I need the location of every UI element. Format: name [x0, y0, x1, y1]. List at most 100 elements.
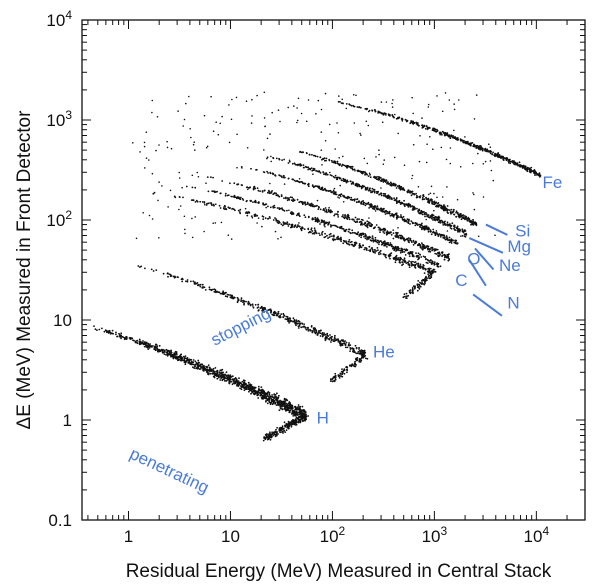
data-point — [149, 345, 152, 348]
data-point — [272, 157, 275, 160]
data-point — [279, 120, 281, 123]
data-point — [187, 362, 190, 364]
data-point — [190, 199, 193, 202]
data-point — [337, 211, 339, 213]
data-point — [201, 201, 204, 203]
data-point — [523, 165, 525, 168]
data-point — [347, 240, 350, 243]
data-point — [292, 415, 295, 417]
data-point — [182, 196, 184, 199]
data-point — [225, 208, 228, 211]
data-point — [139, 266, 141, 268]
data-point — [360, 185, 363, 188]
data-point — [242, 301, 244, 303]
data-point — [324, 92, 327, 95]
data-point — [203, 286, 206, 289]
data-point — [337, 338, 339, 341]
data-point — [212, 367, 215, 370]
data-point — [277, 310, 280, 313]
data-point — [397, 227, 399, 229]
data-point — [438, 219, 441, 222]
data-point — [367, 238, 370, 240]
annotation-label: C — [455, 271, 467, 290]
data-point — [275, 428, 277, 431]
data-point — [438, 204, 441, 207]
data-point — [248, 390, 250, 393]
data-point — [488, 143, 490, 145]
data-point — [115, 333, 117, 336]
data-point — [330, 191, 333, 193]
data-point — [192, 143, 195, 146]
data-point — [386, 246, 388, 248]
data-point — [328, 233, 331, 236]
data-point — [426, 262, 429, 264]
data-point — [299, 420, 302, 423]
data-point — [362, 232, 364, 235]
data-point — [339, 238, 342, 241]
data-point — [394, 245, 397, 248]
data-point — [358, 244, 361, 247]
data-point — [354, 244, 356, 247]
data-point — [401, 119, 404, 122]
data-point — [406, 218, 409, 221]
data-point — [232, 378, 234, 381]
data-point — [231, 208, 233, 210]
data-point — [456, 225, 459, 228]
data-point — [287, 225, 290, 227]
data-point — [458, 228, 460, 230]
data-point — [254, 386, 257, 389]
data-point — [257, 189, 260, 192]
data-point — [354, 184, 357, 187]
data-point — [389, 257, 391, 260]
data-point — [411, 288, 414, 291]
data-point — [334, 160, 337, 163]
data-point — [275, 218, 277, 221]
data-point — [509, 162, 512, 165]
data-point — [190, 280, 192, 283]
data-point — [365, 357, 367, 360]
data-point — [394, 183, 397, 186]
data-point — [196, 282, 199, 284]
data-point — [508, 160, 511, 163]
data-point — [366, 162, 369, 165]
data-point — [169, 189, 172, 192]
data-point — [198, 361, 201, 364]
data-point — [419, 267, 422, 269]
data-point — [360, 187, 363, 190]
data-point — [425, 275, 427, 278]
data-point — [389, 198, 391, 200]
data-point — [213, 376, 216, 379]
data-point — [256, 222, 258, 224]
data-point — [415, 222, 418, 225]
data-point — [437, 251, 439, 254]
data-point — [371, 223, 374, 226]
data-point — [367, 124, 370, 127]
data-point — [449, 162, 452, 165]
data-point — [427, 275, 430, 278]
data-point — [194, 149, 196, 151]
data-point — [328, 221, 331, 224]
data-point — [358, 235, 361, 237]
data-point — [363, 223, 365, 226]
data-point — [412, 260, 414, 263]
data-point — [235, 378, 238, 380]
data-point — [362, 354, 365, 357]
data-point — [315, 169, 318, 172]
data-point — [180, 278, 183, 281]
data-point — [286, 399, 289, 402]
data-point — [232, 195, 234, 198]
data-point — [432, 228, 435, 231]
data-point — [361, 186, 364, 189]
y-tick-label: 1 — [63, 411, 72, 430]
data-point — [413, 241, 415, 243]
data-point — [219, 207, 222, 209]
data-point — [397, 236, 400, 239]
data-point — [395, 216, 398, 219]
data-point — [296, 107, 298, 109]
data-point — [367, 222, 369, 225]
data-point — [139, 343, 142, 345]
data-point — [438, 251, 441, 254]
data-point — [288, 409, 291, 412]
data-point — [440, 207, 443, 210]
data-point — [358, 184, 360, 186]
